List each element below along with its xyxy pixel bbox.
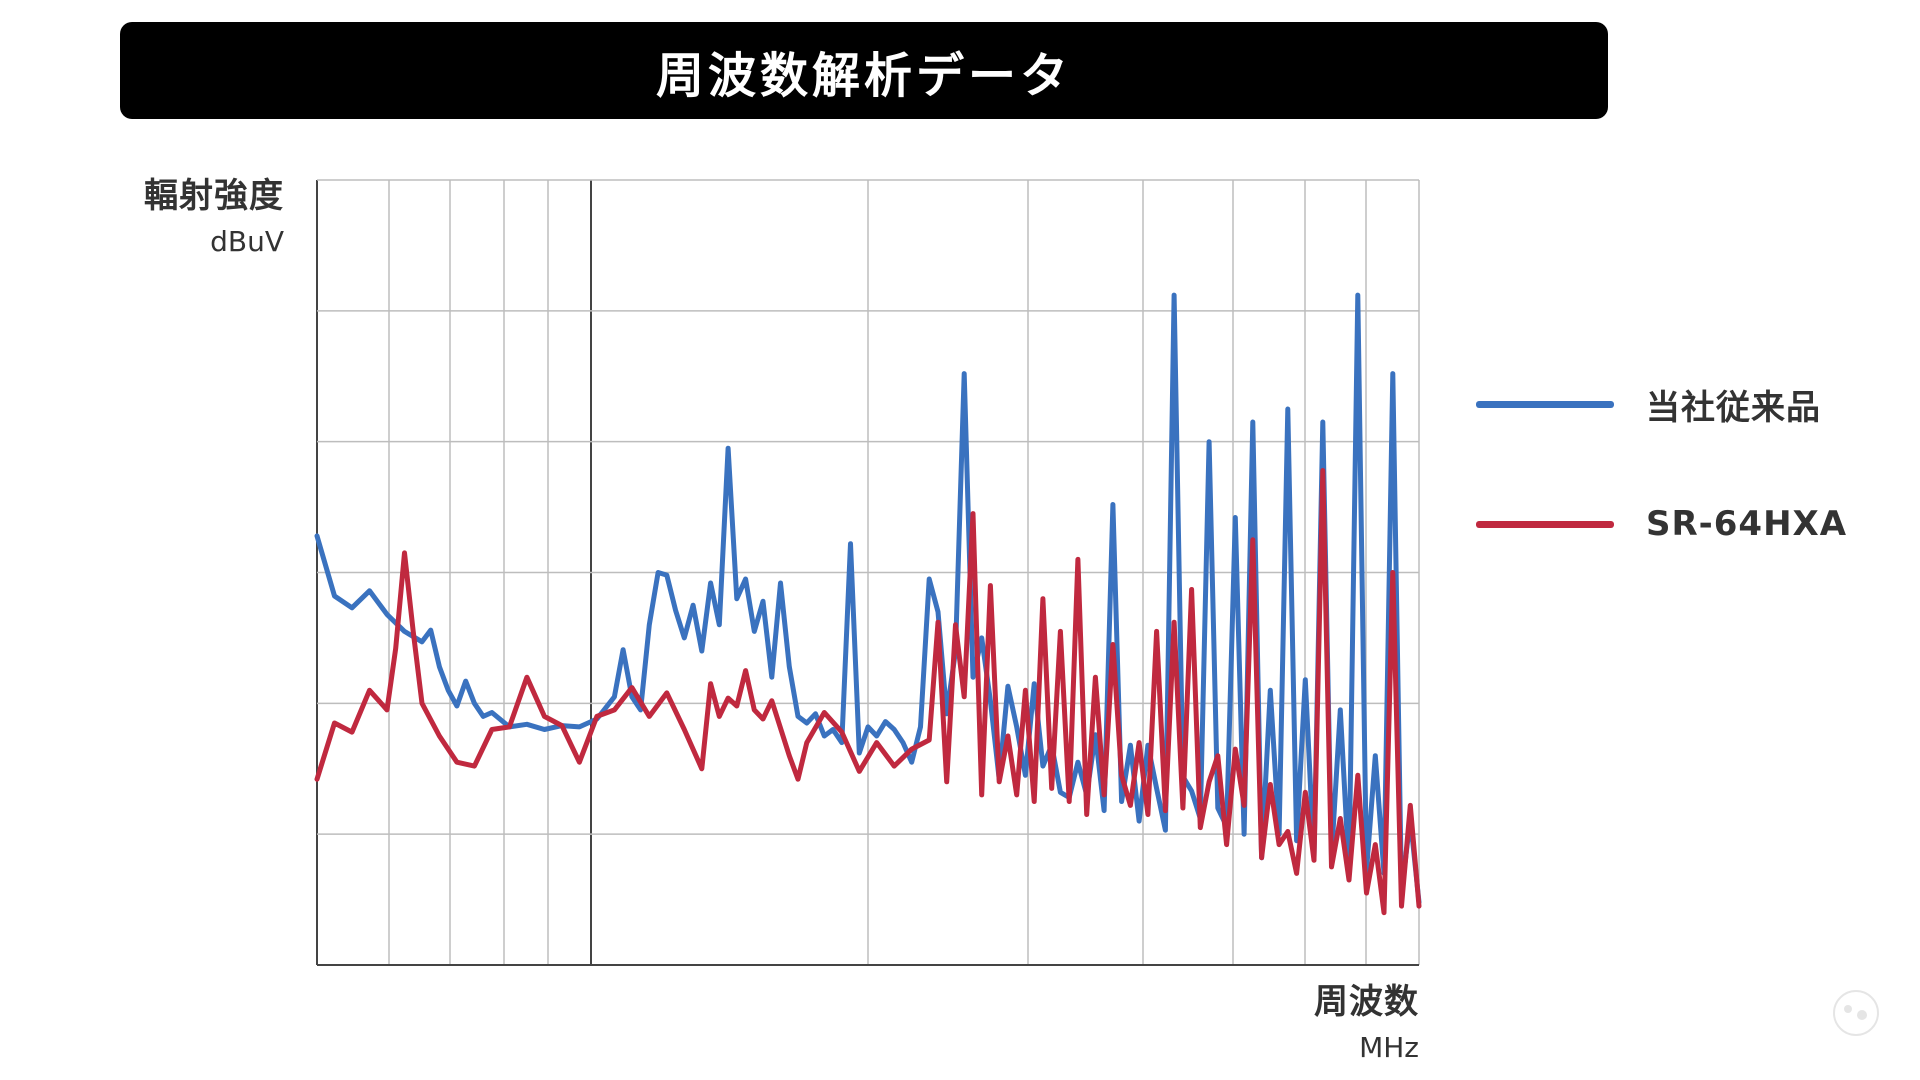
legend: 当社従来品 SR-64HXA xyxy=(1476,380,1847,620)
legend-swatch-blue xyxy=(1476,400,1614,408)
chart-title: 周波数解析データ xyxy=(655,47,1072,104)
y-axis-title: 輻射強度 xyxy=(144,176,284,216)
series-line-sr64hxa xyxy=(314,468,1422,916)
legend-label-sr64hxa: SR-64HXA xyxy=(1646,504,1848,544)
legend-item-conventional: 当社従来品 xyxy=(1476,380,1847,428)
x-axis-label: 周波数 MHz xyxy=(1314,982,1419,1064)
y-axis-label: 輻射強度 dBuV xyxy=(144,176,284,258)
x-axis-title: 周波数 xyxy=(1314,982,1419,1022)
series-line-conventional xyxy=(314,292,1422,905)
legend-label-conventional: 当社従来品 xyxy=(1646,387,1821,428)
y-axis-unit: dBuV xyxy=(210,224,284,258)
series-lines xyxy=(314,292,1422,916)
legend-swatch-red xyxy=(1476,520,1614,528)
x-axis-unit: MHz xyxy=(1359,1030,1419,1064)
legend-item-sr64hxa: SR-64HXA xyxy=(1476,500,1847,548)
watermark-logo-icon xyxy=(1833,990,1879,1036)
title-banner: 周波数解析データ xyxy=(120,22,1608,119)
